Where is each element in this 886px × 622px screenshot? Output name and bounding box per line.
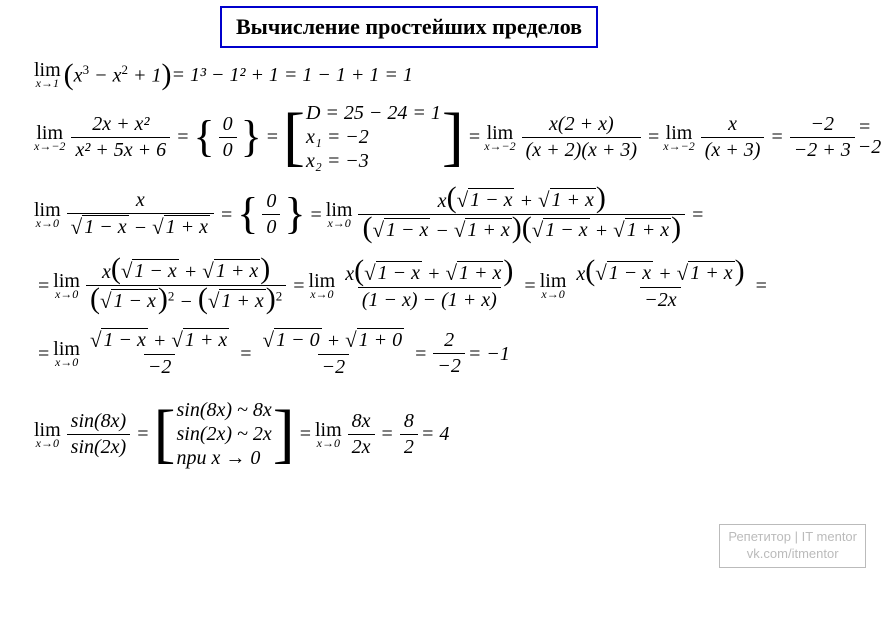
watermark-badge: Репетитор | IT mentor vk.com/itmentor [719, 524, 866, 568]
limit-symbol: lim x→−2 [34, 123, 65, 152]
expr: x3 − x2 + 1 [74, 63, 162, 86]
page-title: Вычисление простейших пределов [220, 6, 598, 48]
watermark-line1: Репетитор | IT mentor [728, 529, 857, 546]
roots-column: D = 25 − 24 = 1 x₁ = −2 x₂ = −3 [306, 101, 441, 173]
example-3-line1: lim x→0 x 1 − x − 1 + x = { 0 0 } = lim … [34, 185, 868, 244]
chain: = 1³ − 1² + 1 = 1 − 1 + 1 = 1 [171, 65, 412, 85]
math-content: lim x→1 ( x3 − x2 + 1 ) = 1³ − 1² + 1 = … [0, 60, 886, 470]
example-3-line2: = lim x→0 x(1 − x + 1 + x) (1 − x)2 − (1… [34, 256, 868, 315]
example-1: lim x→1 ( x3 − x2 + 1 ) = 1³ − 1² + 1 = … [34, 60, 868, 89]
example-4: lim x→0 sin(8x) sin(2x) = [ sin(8x) ~ 8x… [34, 398, 868, 470]
example-3-line3: = lim x→0 1 − x + 1 + x −2 = 1 − 0 + 1 +… [34, 327, 868, 380]
watermark-line2: vk.com/itmentor [728, 546, 857, 563]
limit-symbol: lim x→1 [34, 60, 61, 89]
example-2: lim x→−2 2x + x² x² + 5x + 6 = { 0 0 } =… [34, 101, 868, 173]
